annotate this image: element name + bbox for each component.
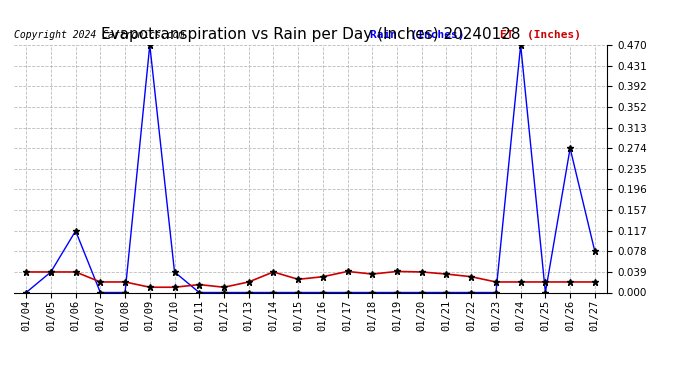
Title: Evapotranspiration vs Rain per Day (Inches) 20240128: Evapotranspiration vs Rain per Day (Inch…: [101, 27, 520, 42]
Text: ET  (Inches): ET (Inches): [500, 30, 582, 40]
Text: Rain  (Inches): Rain (Inches): [370, 30, 464, 40]
Text: Copyright 2024 Cartronics.com: Copyright 2024 Cartronics.com: [14, 30, 184, 40]
